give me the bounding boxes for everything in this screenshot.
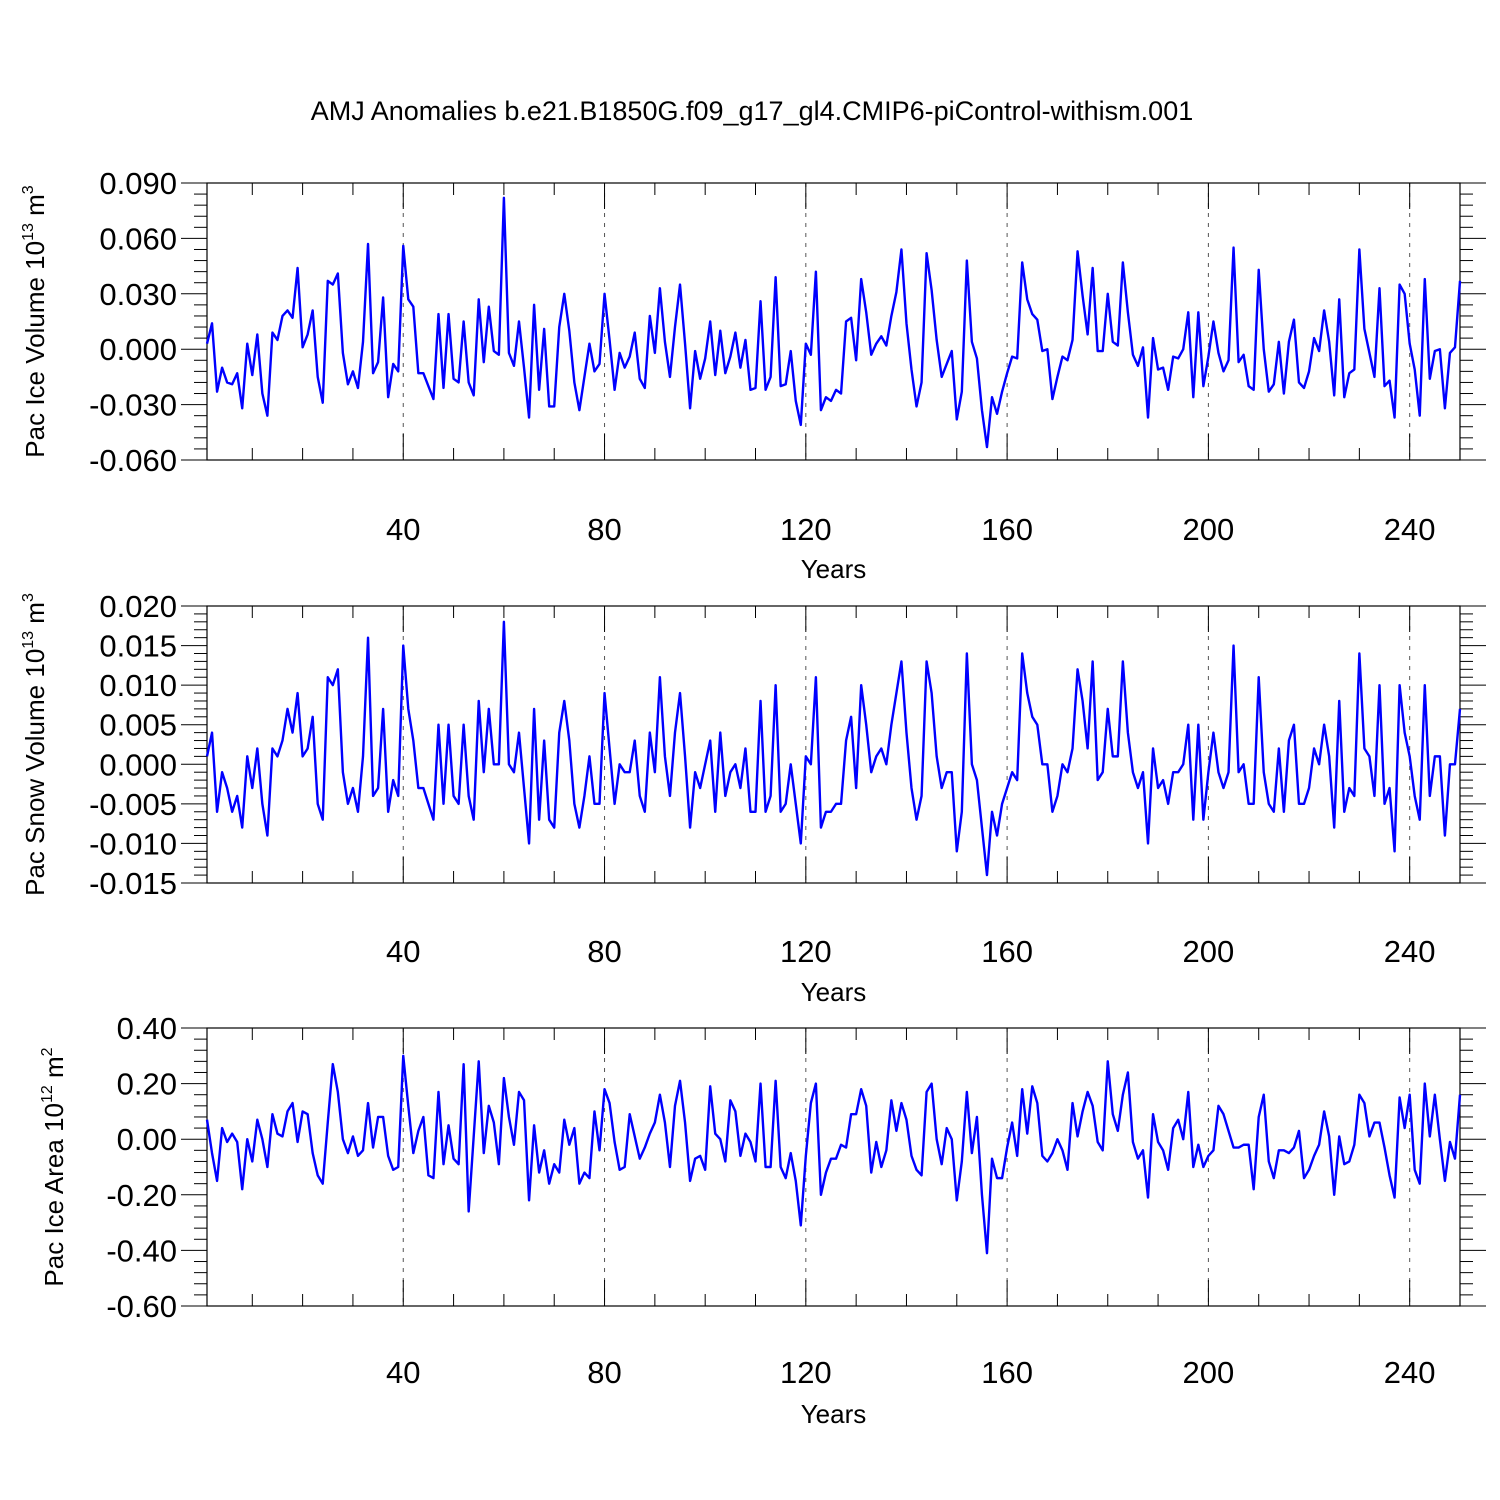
y-tick-label: -0.060	[89, 443, 177, 478]
plot-frame	[206, 605, 1461, 884]
x-axis-label: Years	[801, 554, 867, 584]
chart-panel-3: -0.60 -0.40 -0.20 0.00 0.20 0.40 40 80 120 160 200…	[39, 1011, 1486, 1429]
y-tick-label: 0.090	[99, 166, 177, 201]
x-tick-label: 40	[386, 934, 420, 969]
y-tick-label: 0.015	[99, 629, 177, 664]
y-axis-label: Pac Ice Area 1012 m2	[39, 1047, 69, 1286]
chart-panel-2: -0.015 -0.010 -0.005 0.000 0.005 0.010 0.015 0.…	[20, 589, 1486, 1007]
x-tick-label: 240	[1384, 512, 1436, 547]
y-tick-label: 0.20	[117, 1067, 177, 1102]
y-tick-label: -0.015	[89, 866, 177, 901]
x-axis-label: Years	[801, 1399, 867, 1429]
x-tick-label: 240	[1384, 1355, 1436, 1390]
x-tick-label: 80	[587, 934, 621, 969]
y-tick-label: 0.000	[99, 747, 177, 782]
x-tick-label: 160	[981, 934, 1033, 969]
x-tick-label: 200	[1183, 934, 1235, 969]
x-tick-label: 80	[587, 1355, 621, 1390]
y-tick-label: -0.010	[89, 826, 177, 861]
x-tick-label: 160	[981, 1355, 1033, 1390]
x-tick-label: 40	[386, 512, 420, 547]
x-tick-label: 120	[780, 934, 832, 969]
x-tick-label: 40	[386, 1355, 420, 1390]
x-axis-label: Years	[801, 977, 867, 1007]
y-tick-label: 0.005	[99, 708, 177, 743]
y-tick-label: 0.00	[117, 1122, 177, 1157]
plot-frame	[206, 182, 1461, 461]
figure-title: AMJ Anomalies b.e21.B1850G.f09_g17_gl4.C…	[311, 96, 1193, 126]
y-tick-label: -0.60	[106, 1289, 177, 1324]
y-tick-label: -0.030	[89, 388, 177, 423]
y-axis-label: Pac Ice Volume 1013 m3	[20, 185, 50, 458]
y-tick-label: 0.010	[99, 668, 177, 703]
x-tick-label: 240	[1384, 934, 1436, 969]
y-tick-label: 0.40	[117, 1011, 177, 1046]
series-line-pac-ice-volume	[205, 196, 1462, 449]
x-tick-label: 120	[780, 512, 832, 547]
y-tick-label: 0.030	[99, 277, 177, 312]
series-line-pac-ice-area	[205, 1054, 1462, 1255]
x-tick-label: 200	[1183, 1355, 1235, 1390]
x-tick-label: 120	[780, 1355, 832, 1390]
panels-container: -0.060 -0.030 0.000 0.030 0.060 0.090 40 80 120 1…	[20, 166, 1486, 1429]
plot-frame	[206, 1027, 1461, 1307]
x-tick-label: 160	[981, 512, 1033, 547]
y-tick-label: 0.000	[99, 332, 177, 367]
y-tick-label: 0.020	[99, 589, 177, 624]
x-tick-label: 200	[1183, 512, 1235, 547]
series-line-pac-snow-volume	[205, 620, 1462, 877]
y-axis-label: Pac Snow Volume 1013 m3	[20, 593, 50, 896]
y-tick-label: 0.060	[99, 221, 177, 256]
x-tick-label: 80	[587, 512, 621, 547]
y-tick-label: -0.20	[106, 1178, 177, 1213]
y-tick-label: -0.40	[106, 1233, 177, 1268]
chart-panel-1: -0.060 -0.030 0.000 0.030 0.060 0.090 40 80 120 1…	[20, 166, 1486, 584]
y-tick-label: -0.005	[89, 787, 177, 822]
